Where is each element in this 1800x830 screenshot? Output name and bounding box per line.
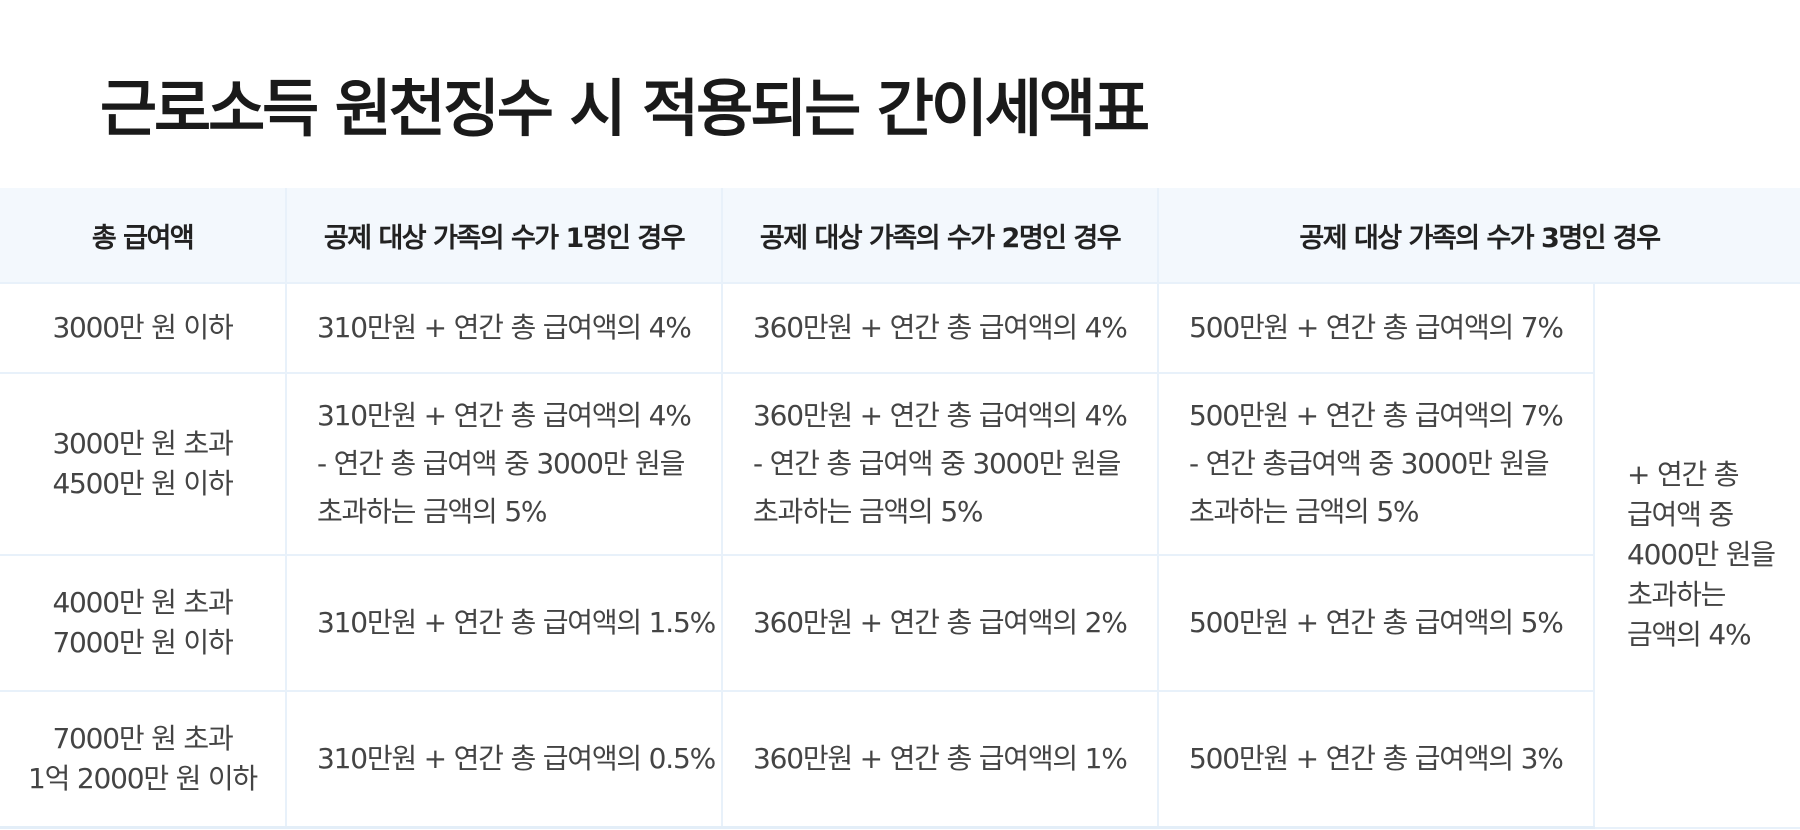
value-line: 310만원 + 연간 총 급여액의 4% [317, 311, 692, 344]
value-line: - 연간 총 급여액 중 3000만 원을 [317, 447, 685, 480]
value-line: 360만원 + 연간 총 급여액의 2% [753, 606, 1128, 639]
family-1-cell: 310만원 + 연간 총 급여액의 0.5% [285, 690, 723, 829]
income-cell: 3000만 원 이하 [0, 282, 287, 374]
value-line: 310만원 + 연간 총 급여액의 0.5% [317, 742, 716, 775]
value-line: 초과하는 금액의 5% [753, 495, 984, 528]
page-title: 근로소득 원천징수 시 적용되는 간이세액표 [100, 72, 1150, 145]
value-line: - 연간 총급여액 중 3000만 원을 [1189, 447, 1550, 480]
income-line: 1억 2000만 원 이하 [28, 762, 258, 795]
family-2-cell: 360만원 + 연간 총 급여액의 2% [721, 554, 1159, 692]
family-3-cell: 500만원 + 연간 총 급여액의 3% [1157, 690, 1594, 829]
income-cell: 3000만 원 초과 4500만 원 이하 [0, 372, 287, 556]
value-line: 360만원 + 연간 총 급여액의 4% [753, 311, 1128, 344]
header-family-2: 공제 대상 가족의 수가 2명인 경우 [721, 188, 1159, 284]
value-line: 500만원 + 연간 총 급여액의 3% [1189, 742, 1564, 775]
value-line: 310만원 + 연간 총 급여액의 4% [317, 399, 692, 432]
income-line: 4500만 원 이하 [52, 467, 233, 500]
value-line: 초과하는 금액의 5% [317, 495, 548, 528]
value-line: 360만원 + 연간 총 급여액의 4% [753, 399, 1128, 432]
tax-table: 총 급여액 공제 대상 가족의 수가 1명인 경우 공제 대상 가족의 수가 2… [0, 188, 1800, 829]
value-line: 500만원 + 연간 총 급여액의 7% [1189, 311, 1564, 344]
extra-line: 급여액 중 [1627, 498, 1734, 532]
value-line: 500만원 + 연간 총 급여액의 5% [1189, 606, 1564, 639]
value-line: 310만원 + 연간 총 급여액의 1.5% [317, 606, 716, 639]
family-1-cell: 310만원 + 연간 총 급여액의 4% [285, 282, 723, 374]
family-3-extra-cell: + 연간 총 급여액 중 4000만 원을 초과하는 금액의 4% [1593, 282, 1800, 829]
family-3-cell: 500만원 + 연간 총 급여액의 7% - 연간 총급여액 중 3000만 원… [1157, 372, 1594, 556]
family-1-cell: 310만원 + 연간 총 급여액의 1.5% [285, 554, 723, 692]
income-cell: 4000만 원 초과 7000만 원 이하 [0, 554, 287, 692]
value-line: 초과하는 금액의 5% [1189, 495, 1420, 528]
table-row: 7000만 원 초과 1억 2000만 원 이하 310만원 + 연간 총 급여… [0, 690, 1800, 829]
extra-line: 4000만 원을 [1627, 538, 1776, 572]
family-1-cell: 310만원 + 연간 총 급여액의 4% - 연간 총 급여액 중 3000만 … [285, 372, 723, 556]
header-family-1: 공제 대상 가족의 수가 1명인 경우 [285, 188, 723, 284]
income-line: 7000만 원 초과 [52, 722, 233, 755]
family-2-cell: 360만원 + 연간 총 급여액의 4% - 연간 총 급여액 중 3000만 … [721, 372, 1159, 556]
family-2-cell: 360만원 + 연간 총 급여액의 1% [721, 690, 1159, 829]
table-row: 4000만 원 초과 7000만 원 이하 310만원 + 연간 총 급여액의 … [0, 554, 1800, 692]
table-row: 3000만 원 이하 310만원 + 연간 총 급여액의 4% 360만원 + … [0, 282, 1800, 829]
extra-line: + 연간 총 [1627, 458, 1740, 492]
value-line: 500만원 + 연간 총 급여액의 7% [1189, 399, 1564, 432]
extra-line: 초과하는 [1627, 578, 1726, 612]
family-2-cell: 360만원 + 연간 총 급여액의 4% [721, 282, 1159, 374]
table-header-row: 총 급여액 공제 대상 가족의 수가 1명인 경우 공제 대상 가족의 수가 2… [0, 188, 1800, 284]
income-line: 4000만 원 초과 [52, 586, 233, 619]
income-cell: 7000만 원 초과 1억 2000만 원 이하 [0, 690, 287, 829]
income-line: 3000만 원 이하 [52, 311, 233, 344]
header-total-salary: 총 급여액 [0, 188, 287, 284]
income-line: 3000만 원 초과 [52, 427, 233, 460]
header-family-3: 공제 대상 가족의 수가 3명인 경우 [1157, 188, 1800, 284]
extra-line: 금액의 4% [1627, 618, 1752, 652]
value-line: - 연간 총 급여액 중 3000만 원을 [753, 447, 1121, 480]
family-3-cell: 500만원 + 연간 총 급여액의 5% [1157, 554, 1594, 692]
income-line: 7000만 원 이하 [52, 626, 233, 659]
value-line: 360만원 + 연간 총 급여액의 1% [753, 742, 1128, 775]
table-row: 3000만 원 초과 4500만 원 이하 310만원 + 연간 총 급여액의 … [0, 372, 1800, 556]
family-3-cell: 500만원 + 연간 총 급여액의 7% [1157, 282, 1595, 374]
